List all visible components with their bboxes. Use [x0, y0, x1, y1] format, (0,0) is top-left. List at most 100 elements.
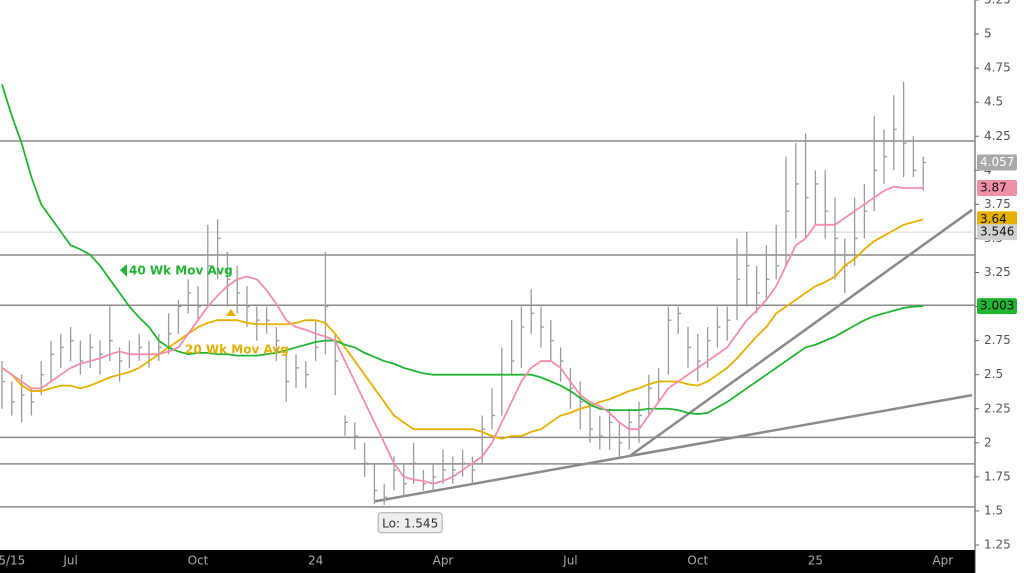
price-bar	[314, 320, 319, 362]
price-bar	[452, 456, 456, 484]
x-tick-label: 24	[308, 554, 323, 568]
price-bar	[1, 361, 5, 409]
x-tick-label: Apr	[433, 554, 454, 568]
y-tick-label: 3.25	[984, 265, 1011, 279]
trendline	[628, 208, 973, 458]
x-tick-label: 25	[808, 554, 823, 568]
price-bar	[40, 361, 45, 396]
price-bar	[236, 265, 241, 314]
price-bar	[246, 286, 250, 327]
price-bar	[363, 442, 368, 477]
price-bar	[765, 245, 770, 300]
price-bar	[207, 224, 211, 307]
y-tick-label: 5.25	[984, 0, 1011, 7]
price-bar	[824, 170, 829, 239]
price-bar	[295, 354, 299, 389]
y-tick-label: 1.5	[984, 503, 1003, 517]
price-bar	[226, 252, 231, 307]
price-bar	[599, 415, 603, 450]
price-bar	[687, 327, 691, 368]
price-bar	[471, 456, 476, 484]
price-bar	[863, 183, 868, 239]
x-tick-label: Jul	[62, 554, 77, 568]
price-bar	[638, 401, 642, 443]
price-bar	[873, 115, 878, 212]
moving-average-line	[1, 218, 924, 440]
y-tick-label: 1.25	[984, 538, 1011, 552]
price-bar	[589, 401, 593, 443]
y-tick-label: 5	[984, 27, 992, 41]
x-tick-label: Oct	[188, 554, 209, 568]
price-bar	[461, 449, 466, 477]
price-bar	[354, 422, 358, 450]
price-bar	[89, 333, 94, 368]
annotation-arrow	[120, 264, 127, 277]
y-tick-label: 3.75	[984, 197, 1011, 211]
annotation: 20 Wk Mov Avg	[185, 343, 289, 357]
price-bar	[334, 333, 339, 396]
price-bar	[442, 449, 446, 484]
price-bar	[50, 340, 54, 382]
price-bar	[579, 381, 584, 430]
price-bar	[559, 347, 564, 382]
y-tick-label: 4.75	[984, 61, 1011, 75]
price-bar	[834, 197, 838, 280]
price-bar	[550, 320, 554, 362]
price-tag	[977, 224, 1017, 241]
price-bar	[569, 367, 574, 409]
price-bar	[618, 422, 623, 457]
price-tag-label: 4.057	[980, 155, 1014, 169]
price-tag	[977, 211, 1017, 228]
price-bar	[60, 333, 64, 368]
x-axis-band	[0, 550, 975, 573]
price-bar	[726, 306, 731, 341]
price-bar	[491, 388, 495, 430]
price-bar	[755, 265, 760, 314]
y-tick-label: 2.25	[984, 401, 1011, 415]
moving-average-line	[1, 185, 924, 485]
price-bar	[373, 463, 378, 505]
annotation: 40 Wk Mov Avg	[129, 264, 233, 278]
moving-average-line	[1, 84, 924, 416]
price-bar	[20, 374, 25, 423]
price-bar	[138, 333, 143, 362]
low-marker-box	[377, 512, 443, 534]
y-tick-label: 1.75	[984, 469, 1011, 483]
y-axis-band	[975, 0, 1024, 573]
price-bar	[608, 408, 613, 450]
price-bar	[736, 238, 740, 321]
price-bar	[677, 306, 682, 334]
price-bar	[432, 463, 437, 491]
price-bar	[69, 327, 74, 362]
y-tick-label: 4.25	[984, 129, 1011, 143]
y-tick-label: 4.5	[984, 95, 1003, 109]
plot-area	[0, 0, 975, 550]
trendline	[374, 393, 973, 503]
price-bar	[795, 143, 799, 239]
price-tag-label: 3.87	[980, 181, 1007, 195]
price-tag-label: 3.003	[980, 299, 1014, 313]
price-bar	[187, 279, 192, 314]
price-bar	[540, 306, 544, 348]
price-bar	[746, 231, 750, 307]
price-bar	[412, 442, 417, 484]
price-tag-label: 3.64	[980, 212, 1007, 226]
price-bar	[530, 288, 535, 334]
price-bar	[520, 306, 525, 368]
price-bar	[775, 224, 780, 280]
y-tick-label: 2.5	[984, 367, 1003, 381]
price-bar	[177, 299, 182, 334]
price-bar	[109, 306, 113, 362]
price-bar	[785, 156, 789, 266]
price-bar	[118, 347, 123, 382]
price-tag	[977, 180, 1017, 197]
price-bar	[197, 286, 201, 321]
price-bar	[697, 333, 701, 382]
x-tick-label: 5/15	[0, 554, 25, 568]
y-tick-label: 2	[984, 435, 992, 449]
price-bar	[305, 361, 309, 389]
price-bar	[344, 415, 348, 436]
price-bar	[814, 170, 819, 225]
price-tag	[977, 298, 1017, 315]
